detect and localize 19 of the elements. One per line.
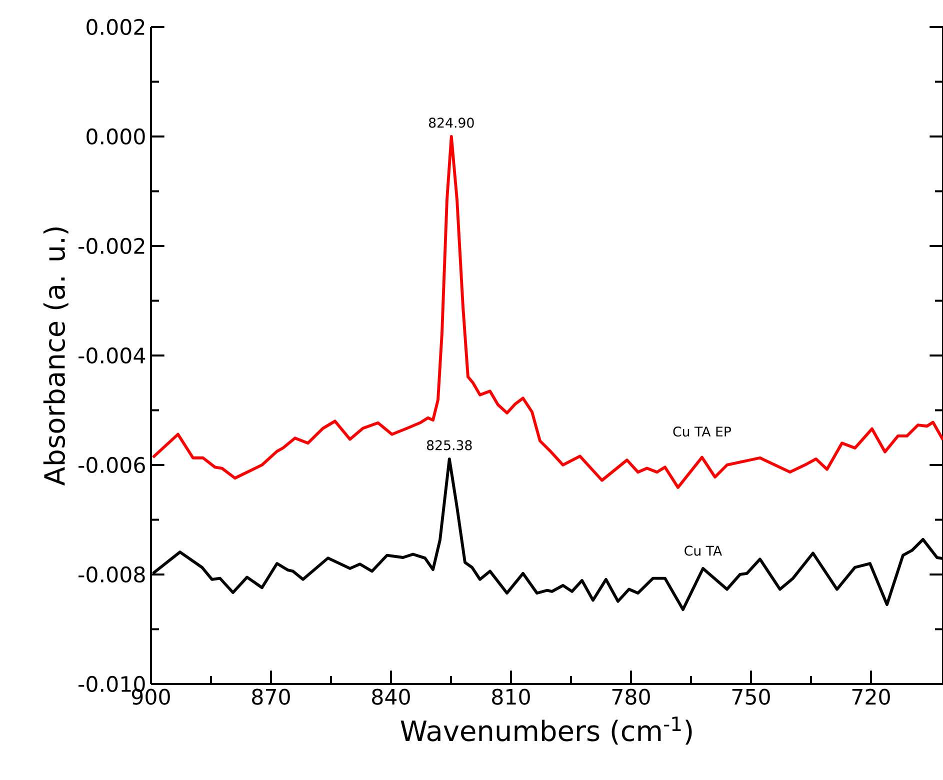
x-axis-title: Wavenumbers (cm$^{-1}$) (400, 716, 692, 745)
y-tick-label: -0.002 (78, 238, 144, 254)
y-tick-label: -0.008 (78, 566, 145, 583)
annotation: 825.38 (426, 440, 472, 450)
annotation: 824.90 (428, 118, 474, 128)
x-tick-label: 810 (492, 688, 530, 705)
y-tick-label: -0.006 (78, 456, 145, 474)
y-axis-title: Absorbance (a. u.) (43, 228, 68, 486)
series-label: Cu TA (684, 546, 722, 556)
y-tick-label: -0.004 (78, 347, 146, 364)
x-tick-label: 720 (852, 688, 890, 705)
line-series (152, 135, 943, 489)
x-tick-label: 780 (612, 688, 650, 705)
y-tick-label: 0.000 (86, 128, 145, 145)
x-tick-label: 870 (252, 688, 290, 705)
y-tick-label: 0.002 (86, 18, 144, 36)
series-label: Cu TA EP (673, 426, 732, 437)
x-tick-label: 840 (372, 688, 410, 705)
x-tick-label: 750 (732, 688, 770, 705)
